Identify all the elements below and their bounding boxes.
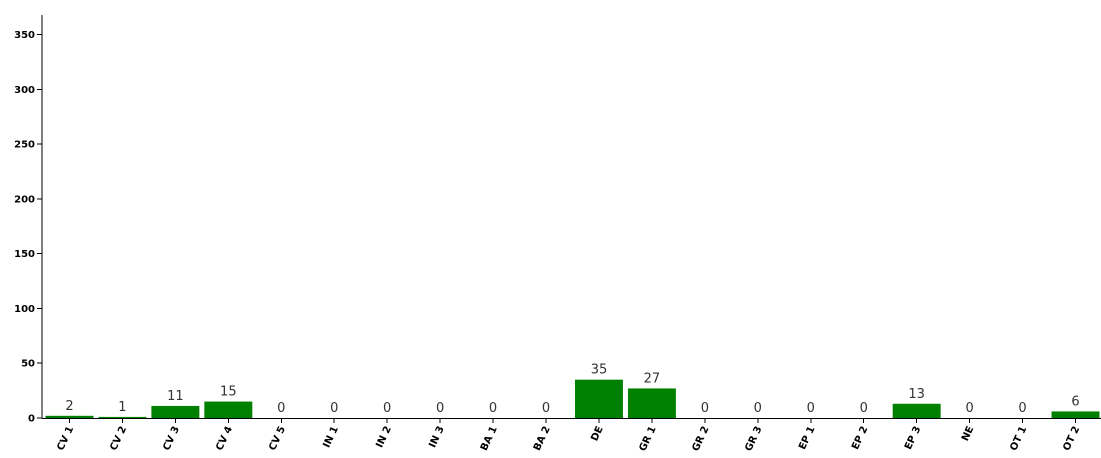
y-tick-label-300: 300 [14,85,35,96]
data-label-cv-5: 0 [277,401,285,416]
y-tick-label-350: 350 [14,30,35,41]
x-tick-label-cv-2: CV 2 [108,425,129,453]
x-tick-label-ep-2: EP 2 [850,425,870,452]
y-tick-label-250: 250 [14,140,35,151]
bar-cv-1 [45,415,94,418]
x-tick-label-gr-1: GR 1 [638,425,659,454]
x-tick-label-ba-1: BA 1 [479,425,500,453]
x-axis: CV 1 CV 2 CV 3 CV 4 CV 5 IN 1 IN 2 IN 3 BA 1 BA 2… [42,418,1101,453]
data-label-ne: 0 [965,401,973,416]
x-tick-label-in-3: IN 3 [427,425,447,450]
data-label-cv-3: 11 [167,389,184,404]
data-label-in-3: 0 [436,401,444,416]
x-tick-label-cv-3: CV 3 [161,425,182,453]
x-tick-label-in-2: IN 2 [374,425,394,450]
data-label-de: 35 [591,363,608,378]
data-label-gr-3: 0 [754,401,762,416]
data-label-cv-4: 15 [220,385,237,400]
bar-gr-1 [627,388,676,418]
x-tick-label-gr-2: GR 2 [690,425,711,454]
x-tick-label-ne: NE [960,424,976,443]
y-tick-label-100: 100 [14,304,35,315]
x-tick-label-ot-2: OT 2 [1061,425,1082,453]
y-tick-label-150: 150 [14,249,35,260]
data-label-cv-2: 1 [118,400,126,415]
data-label-ep-2: 0 [860,401,868,416]
data-label-in-1: 0 [330,401,338,416]
data-label-in-2: 0 [383,401,391,416]
data-label-ot-2: 6 [1071,394,1079,409]
data-label-ba-1: 0 [489,401,497,416]
x-tick-label-de: DE [589,424,605,443]
bar-cv-4 [204,401,253,418]
x-tick-label-ep-3: EP 3 [903,425,923,452]
x-tick-label-cv-5: CV 5 [267,425,288,453]
x-tick-label-ba-2: BA 2 [532,425,553,453]
bar-de [575,379,623,418]
x-tick-label-gr-3: GR 3 [743,425,764,454]
y-axis: 0 50 100 150 200 250 300 350 [14,15,43,425]
bar-ot-2 [1051,411,1100,418]
data-label-gr-2: 0 [701,401,709,416]
y-tick-label-200: 200 [14,194,35,205]
x-tick-label-cv-4: CV 4 [214,425,235,453]
bar-cv-3 [151,405,200,418]
bar-cv-2 [98,416,147,418]
x-tick-label-cv-1: CV 1 [55,425,76,453]
data-label-ot-1: 0 [1018,401,1026,416]
data-label-cv-1: 2 [65,399,73,414]
data-label-ep-3: 13 [908,387,925,402]
bars-group [45,379,1100,418]
bar-ep-3 [892,403,941,418]
y-tick-label-0: 0 [28,414,35,425]
data-label-ba-2: 0 [542,401,550,416]
x-tick-label-ep-1: EP 1 [797,425,817,452]
data-label-ep-1: 0 [807,401,815,416]
y-tick-label-50: 50 [21,359,35,370]
x-tick-label-in-1: IN 1 [321,425,341,450]
x-tick-label-ot-1: OT 1 [1008,425,1029,453]
data-label-gr-1: 27 [644,371,661,386]
